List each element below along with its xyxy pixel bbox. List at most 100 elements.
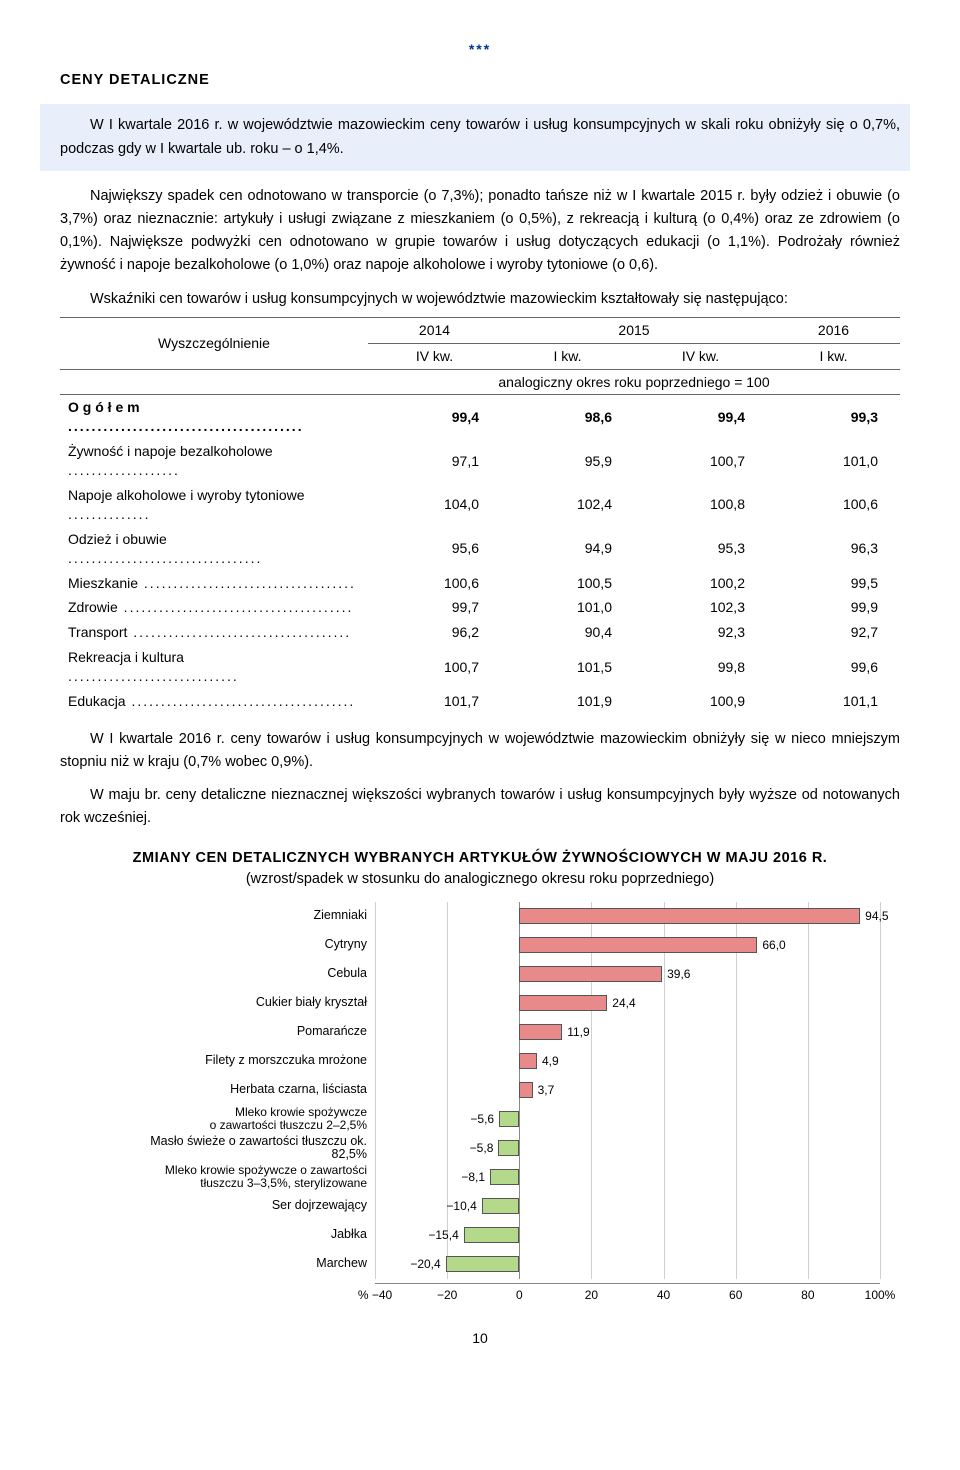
cell-value: 100,7 <box>368 645 501 689</box>
col-ivkw-1: IV kw. <box>368 343 501 369</box>
cell-value: 100,5 <box>501 571 634 596</box>
plot-area: 94,5 <box>375 902 880 931</box>
cell-value: 99,7 <box>368 595 501 620</box>
cell-value: 92,3 <box>634 620 767 645</box>
dot-leader: ................... <box>68 462 180 478</box>
row-label: Zdrowie <box>68 599 118 615</box>
plot-area: 39,6 <box>375 960 880 989</box>
x-axis: % −40−20020406080100% <box>375 1283 880 1305</box>
dot-leader: ................................. <box>68 550 262 566</box>
cell-value: 99,4 <box>368 395 501 439</box>
dot-leader: ...................................... <box>126 693 356 709</box>
col-year-2016: 2016 <box>767 317 900 343</box>
plot-area: −5,8 <box>375 1134 880 1163</box>
row-label: Żywność i napoje bezalkoholowe <box>68 443 273 459</box>
table-row: Zdrowie ................................… <box>60 595 900 620</box>
plot-area: −8,1 <box>375 1163 880 1192</box>
cell-value: 104,0 <box>368 483 501 527</box>
cell-value: 99,4 <box>634 395 767 439</box>
bar-label-name: Ziemniaki <box>120 909 375 923</box>
bar-label-name: Cebula <box>120 967 375 981</box>
cell-value: 95,6 <box>368 527 501 571</box>
plot-area: −15,4 <box>375 1221 880 1250</box>
bar-label-name: Masło świeże o zawartości tłuszczu ok. 8… <box>120 1135 375 1163</box>
x-tick: 60 <box>729 1287 742 1303</box>
table-row: Transport ..............................… <box>60 620 900 645</box>
cell-value: 95,3 <box>634 527 767 571</box>
col-ikw-1: I kw. <box>501 343 634 369</box>
bar-label-name: Filety z morszczuka mrożone <box>120 1054 375 1068</box>
chart-row: Pomarańcze11,9 <box>120 1018 880 1047</box>
cell-value: 96,3 <box>767 527 900 571</box>
chart-row: Mleko krowie spożywczeo zawartości tłusz… <box>120 1105 880 1134</box>
cell-value: 92,7 <box>767 620 900 645</box>
table-row: Napoje alkoholowe i wyroby tytoniowe ...… <box>60 483 900 527</box>
bar-value-label: 3,7 <box>538 1082 555 1098</box>
section-separator-stars: *** <box>60 40 900 59</box>
x-tick: 0 <box>516 1287 523 1303</box>
bar-value-label: 94,5 <box>865 908 888 924</box>
cell-value: 99,3 <box>767 395 900 439</box>
x-tick: −20 <box>437 1287 457 1303</box>
cell-value: 100,8 <box>634 483 767 527</box>
row-label: Napoje alkoholowe i wyroby tytoniowe <box>68 487 305 503</box>
bar-label-name: Jabłka <box>120 1228 375 1242</box>
cell-value: 94,9 <box>501 527 634 571</box>
dot-leader: .............. <box>68 506 150 522</box>
chart-row: Herbata czarna, liściasta 3,7 <box>120 1076 880 1105</box>
cell-value: 96,2 <box>368 620 501 645</box>
row-label: Rekreacja i kultura <box>68 649 184 665</box>
bar-value-label: −5,6 <box>470 1111 494 1127</box>
cell-value: 95,9 <box>501 439 634 483</box>
cell-value: 100,6 <box>767 483 900 527</box>
chart-title: ZMIANY CEN DETALICZNYCH WYBRANYCH ARTYKU… <box>60 849 900 869</box>
table-row: Odzież i obuwie ........................… <box>60 527 900 571</box>
dot-leader: ....................................... <box>118 599 354 615</box>
bar-value-label: 24,4 <box>612 995 635 1011</box>
cell-value: 101,9 <box>501 689 634 714</box>
cell-value: 101,1 <box>767 689 900 714</box>
col-footnote: analogiczny okres roku poprzedniego = 10… <box>368 369 900 395</box>
table-row: Żywność i napoje bezalkoholowe .........… <box>60 439 900 483</box>
bar <box>519 1053 537 1069</box>
cell-value: 90,4 <box>501 620 634 645</box>
dot-leader: ........................................ <box>68 418 304 434</box>
bar <box>446 1256 520 1272</box>
plot-area: 11,9 <box>375 1018 880 1047</box>
plot-area: 66,0 <box>375 931 880 960</box>
bar <box>464 1227 520 1243</box>
col-year-2015: 2015 <box>501 317 767 343</box>
bar <box>519 966 662 982</box>
chart-row: Marchew −20,4 <box>120 1250 880 1279</box>
bar-label-name: Mleko krowie spożywcze o zawartościtłusz… <box>120 1164 375 1190</box>
table-row: O g ó ł e m ............................… <box>60 395 900 439</box>
col-ivkw-2: IV kw. <box>634 343 767 369</box>
chart-row: Cytryny66,0 <box>120 931 880 960</box>
page-number: 10 <box>60 1329 900 1348</box>
col-ikw-2: I kw. <box>767 343 900 369</box>
cell-value: 99,6 <box>767 645 900 689</box>
dot-leader: .................................... <box>138 575 356 591</box>
row-label: Edukacja <box>68 693 126 709</box>
bar <box>519 1024 562 1040</box>
highlight-text: W I kwartale 2016 r. w województwie mazo… <box>60 114 900 160</box>
chart-row: Ziemniaki94,5 <box>120 902 880 931</box>
bar-label-name: Marchew <box>120 1257 375 1271</box>
table-row: Edukacja ...............................… <box>60 689 900 714</box>
chart-row: Jabłka−15,4 <box>120 1221 880 1250</box>
bar-label-name: Mleko krowie spożywczeo zawartości tłusz… <box>120 1106 375 1132</box>
cell-value: 101,0 <box>501 595 634 620</box>
col-spec-label: Wyszczególnienie <box>158 335 270 351</box>
chart-row: Cebula39,6 <box>120 960 880 989</box>
price-index-table: Wyszczególnienie 2014 2015 2016 IV kw. I… <box>60 317 900 714</box>
bar-value-label: −20,4 <box>410 1256 440 1272</box>
chart-row: Ser dojrzewający−10,4 <box>120 1192 880 1221</box>
plot-area: 3,7 <box>375 1076 880 1105</box>
cell-value: 99,9 <box>767 595 900 620</box>
cell-value: 101,5 <box>501 645 634 689</box>
bar <box>490 1169 519 1185</box>
row-label: Odzież i obuwie <box>68 531 167 547</box>
bar-label-name: Herbata czarna, liściasta <box>120 1083 375 1097</box>
cell-value: 99,8 <box>634 645 767 689</box>
plot-area: −10,4 <box>375 1192 880 1221</box>
